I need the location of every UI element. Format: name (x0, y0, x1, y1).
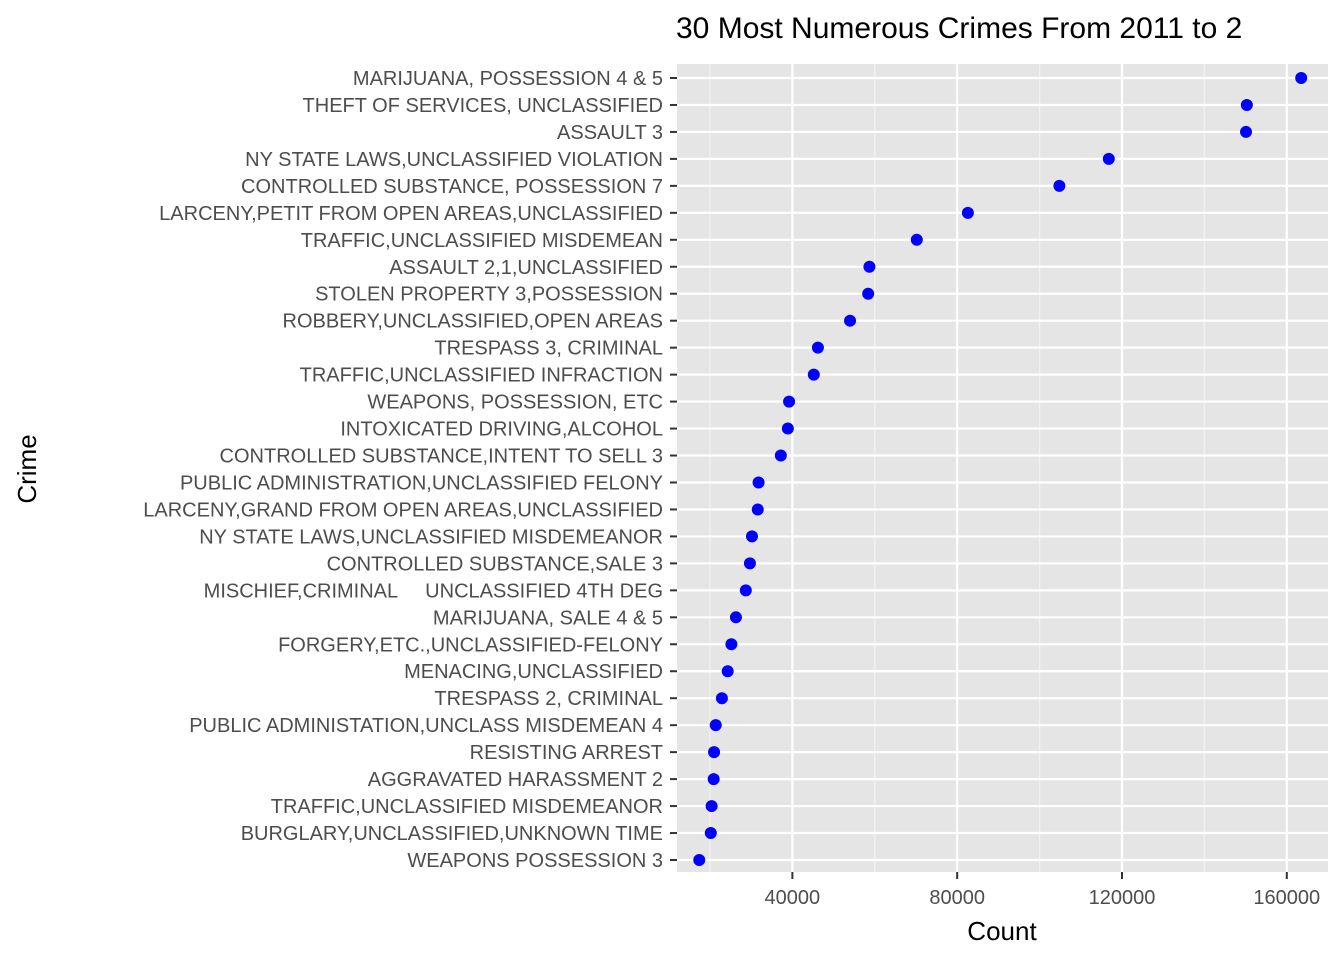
y-tick-label: INTOXICATED DRIVING,ALCOHOL (340, 419, 663, 441)
data-point (781, 422, 794, 435)
y-tick-label: LARCENY,PETIT FROM OPEN AREAS,UNCLASSIFI… (159, 203, 663, 225)
data-point (725, 638, 738, 651)
y-tick-label: THEFT OF SERVICES, UNCLASSIFIED (303, 95, 663, 117)
data-point (709, 719, 722, 732)
y-tick-label: RESISTING ARREST (470, 742, 663, 764)
data-point (721, 665, 734, 678)
data-point (1240, 98, 1253, 111)
data-point (1053, 179, 1066, 192)
data-point (708, 746, 721, 759)
x-tick-label: 120000 (1089, 887, 1156, 909)
y-tick-label: STOLEN PROPERTY 3,POSSESSION (315, 284, 663, 306)
data-point (783, 395, 796, 408)
chart-title: 30 Most Numerous Crimes From 2011 to 2 (676, 12, 1242, 45)
data-point (910, 233, 923, 246)
y-tick-label: TRAFFIC,UNCLASSIFIED MISDEMEANOR (271, 796, 663, 818)
data-point (705, 800, 718, 813)
y-tick-label: NY STATE LAWS,UNCLASSIFIED MISDEMEANOR (199, 526, 663, 548)
data-point (863, 260, 876, 273)
data-point (704, 827, 717, 840)
y-tick-label: ASSAULT 3 (557, 122, 663, 144)
data-point (1102, 152, 1115, 165)
y-tick-label: MARIJUANA, SALE 4 & 5 (433, 607, 663, 629)
y-tick-label: FORGERY,ETC.,UNCLASSIFIED-FELONY (278, 634, 663, 656)
data-point (1240, 125, 1253, 138)
y-tick-label: TRAFFIC,UNCLASSIFIED MISDEMEAN (301, 230, 663, 252)
grid-lines (677, 64, 1328, 872)
data-point (751, 503, 764, 516)
data-point (739, 584, 752, 597)
data-point (862, 287, 875, 300)
data-point (774, 449, 787, 462)
y-tick-label: TRESPASS 3, CRIMINAL (434, 338, 663, 360)
y-tick-label: MARIJUANA, POSSESSION 4 & 5 (353, 68, 663, 90)
y-tick-label: CONTROLLED SUBSTANCE,SALE 3 (327, 553, 663, 575)
y-tick-label: CONTROLLED SUBSTANCE,INTENT TO SELL 3 (220, 446, 663, 468)
y-tick-label: AGGRAVATED HARASSMENT 2 (368, 769, 663, 791)
data-point (961, 206, 974, 219)
y-tick-label: PUBLIC ADMINISTATION,UNCLASS MISDEMEAN 4 (189, 715, 663, 737)
y-tick-label: CONTROLLED SUBSTANCE, POSSESSION 7 (241, 176, 663, 198)
data-point (715, 692, 728, 705)
x-tick-label: 80000 (929, 887, 985, 909)
y-tick-label: BURGLARY,UNCLASSIFIED,UNKNOWN TIME (241, 823, 663, 845)
y-tick-label: PUBLIC ADMINISTRATION,UNCLASSIFIED FELON… (180, 472, 663, 494)
data-point (693, 854, 706, 866)
y-axis-title: Crime (12, 434, 42, 503)
data-point (811, 341, 824, 354)
x-tick-label: 40000 (765, 887, 821, 909)
y-axis: MARIJUANA, POSSESSION 4 & 5 THEFT OF SERV… (143, 68, 677, 872)
data-point (844, 314, 857, 327)
data-point (1295, 72, 1308, 84)
y-tick-label: WEAPONS POSSESSION 3 (407, 850, 663, 872)
x-tick-label: 160000 (1253, 887, 1320, 909)
data-point (743, 557, 756, 570)
y-tick-label: MENACING,UNCLASSIFIED (404, 661, 663, 683)
data-point (707, 773, 720, 786)
y-tick-label: LARCENY,GRAND FROM OPEN AREAS,UNCLASSIFI… (143, 499, 663, 521)
y-tick-label: MISCHIEF,CRIMINAL UNCLASSIFIED 4TH DEG (204, 580, 663, 602)
y-tick-label: ASSAULT 2,1,UNCLASSIFIED (389, 257, 663, 279)
data-points (693, 72, 1308, 866)
plot-panel (677, 64, 1328, 872)
y-tick-label: TRAFFIC,UNCLASSIFIED INFRACTION (300, 365, 663, 387)
data-point (807, 368, 820, 381)
x-axis: 40000 80000 120000 160000 (765, 872, 1320, 909)
x-axis-title: Count (967, 916, 1037, 946)
data-point (729, 611, 742, 624)
data-point (752, 476, 765, 489)
y-tick-label: NY STATE LAWS,UNCLASSIFIED VIOLATION (245, 149, 663, 171)
y-tick-label: ROBBERY,UNCLASSIFIED,OPEN AREAS (283, 311, 664, 333)
y-tick-label: TRESPASS 2, CRIMINAL (434, 688, 663, 710)
y-tick-label: WEAPONS, POSSESSION, ETC (367, 392, 663, 414)
data-point (745, 530, 758, 543)
